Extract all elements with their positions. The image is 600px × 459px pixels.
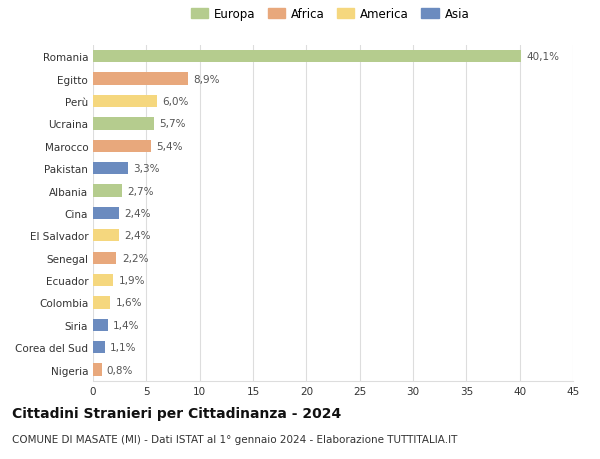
Bar	[93, 252, 116, 264]
Text: 5,4%: 5,4%	[156, 141, 182, 151]
Text: 2,4%: 2,4%	[124, 231, 151, 241]
Text: Cittadini Stranieri per Cittadinanza - 2024: Cittadini Stranieri per Cittadinanza - 2…	[12, 406, 341, 420]
Bar	[93, 364, 101, 376]
Text: 6,0%: 6,0%	[163, 97, 189, 107]
Text: 2,7%: 2,7%	[127, 186, 154, 196]
Bar	[93, 162, 128, 175]
Bar	[93, 297, 110, 309]
Text: 3,3%: 3,3%	[134, 164, 160, 174]
Bar	[93, 118, 154, 130]
Text: 1,9%: 1,9%	[119, 275, 145, 285]
Legend: Europa, Africa, America, Asia: Europa, Africa, America, Asia	[191, 8, 469, 21]
Bar	[93, 73, 188, 85]
Bar	[93, 51, 521, 63]
Bar	[93, 140, 151, 152]
Text: COMUNE DI MASATE (MI) - Dati ISTAT al 1° gennaio 2024 - Elaborazione TUTTITALIA.: COMUNE DI MASATE (MI) - Dati ISTAT al 1°…	[12, 434, 457, 444]
Text: 2,4%: 2,4%	[124, 208, 151, 218]
Text: 1,1%: 1,1%	[110, 342, 137, 353]
Bar	[93, 341, 105, 353]
Text: 5,7%: 5,7%	[159, 119, 185, 129]
Bar	[93, 95, 157, 108]
Bar	[93, 230, 119, 242]
Text: 8,9%: 8,9%	[193, 74, 220, 84]
Text: 2,2%: 2,2%	[122, 253, 148, 263]
Text: 1,6%: 1,6%	[115, 298, 142, 308]
Text: 1,4%: 1,4%	[113, 320, 140, 330]
Text: 0,8%: 0,8%	[107, 365, 133, 375]
Bar	[93, 207, 119, 219]
Text: 40,1%: 40,1%	[526, 52, 559, 62]
Bar	[93, 185, 122, 197]
Bar	[93, 319, 108, 331]
Bar	[93, 274, 113, 286]
